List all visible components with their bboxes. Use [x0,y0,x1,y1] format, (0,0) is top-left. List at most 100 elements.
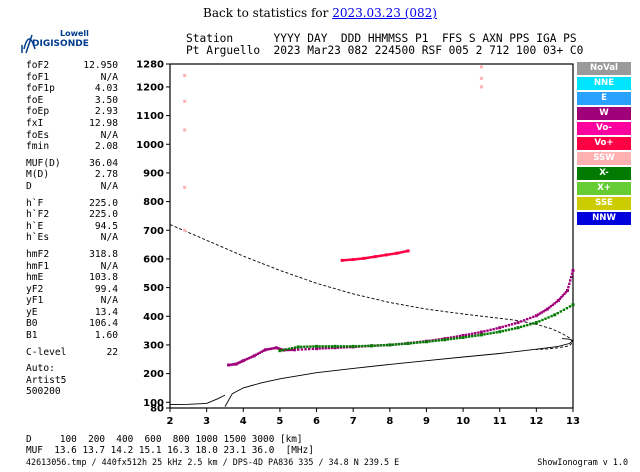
x-tick-label: 9 [423,416,430,427]
echo-point [403,342,407,345]
param-row: foF1 N/A [26,72,118,84]
param-value: N/A [100,260,118,272]
echo-point [284,348,288,351]
echo-point [345,345,349,348]
echo-point [183,73,187,77]
echo-point [245,357,249,361]
echo-point [464,333,468,337]
echo-point [293,348,297,352]
echo-point [348,258,351,261]
echo-point [477,334,480,337]
param-row: foEp 2.93 [26,106,118,118]
echo-point [249,356,252,359]
station-header: Station YYYY DAY DDD HHMMSS P1 FFS S AXN… [186,33,583,57]
param-label: h`F [26,197,44,209]
echo-point [549,305,553,308]
echo-point [538,312,542,315]
param-row: B0 106.4 [26,318,118,330]
echo-point [568,282,571,285]
param-value: 99.4 [94,283,118,295]
echo-point [461,333,465,337]
back-to-statistics-link[interactable]: Back to statistics for 2023.03.23 (082) [0,6,640,20]
echo-point [227,363,231,367]
echo-point [238,361,241,364]
echo-point [452,335,456,339]
echo-point [384,253,388,257]
polarization-legend: NoVal NNE E W Vo- Vo+ SSW X- X+ SSE NNW [577,62,631,227]
echo-point [340,258,344,262]
echo-point [256,352,260,356]
echo-point [486,329,489,332]
param-row: foF1p 4.03 [26,83,118,95]
param-label: C-level [26,346,67,358]
param-label: B0 [26,318,38,330]
curve-line [169,224,574,350]
echo-point [479,76,483,80]
echo-point [471,332,474,335]
param-value: 36.04 [89,157,118,169]
echo-point [262,349,265,353]
echo-point [471,334,474,338]
echo-point [300,345,303,349]
legend-item-nne: NNE [577,77,631,90]
echo-point [395,251,399,255]
y-tick-label: 400 [143,312,164,323]
curve-line [224,338,574,407]
echo-point [434,339,437,342]
echo-point [551,303,555,306]
echo-point [529,316,532,320]
param-label: hmE [26,272,44,284]
param-label: foF2 [26,60,50,71]
y-tick-label: 800 [143,197,164,208]
echo-point [558,297,562,301]
x-tick-label: 10 [456,416,470,427]
x-axis: 2 3 4 5 6 7 8 9 10 11 12 13 [167,408,580,427]
echo-point [241,359,245,363]
param-value: 94.5 [94,220,118,232]
echo-point [486,332,489,336]
param-label: h`E [26,220,44,232]
software-version: ShowIonogram v 1.0 [537,457,628,467]
echo-point [492,331,495,334]
echo-point [300,348,304,351]
x-tick-label: 2 [167,416,174,427]
back-link-date[interactable]: 2023.03.23 (082) [332,6,437,20]
echo-point [373,344,376,347]
x-tick-label: 11 [493,416,507,427]
file-info: 42613056.tmp / 440fx512h 25 kHz 2.5 km /… [26,457,400,467]
x-tick-label: 8 [386,416,393,427]
echo-point [287,347,291,351]
param-value: 2.78 [94,169,118,181]
echo-point [324,347,327,350]
echo-point [449,337,453,341]
param-label: foEp [26,106,50,118]
param-value: 2.08 [94,141,118,153]
echo-point [267,347,271,351]
param-value: 1.60 [94,330,118,342]
echo-point [479,333,483,337]
legend-item-nnw: NNW [577,212,631,225]
echo-point [564,290,568,294]
param-value: 3.50 [94,94,118,106]
param-value: N/A [100,180,118,192]
echo-point [251,355,254,358]
echo-point [183,99,187,103]
echo-point [422,340,425,344]
echo-point [382,344,385,347]
echo-point [498,326,502,330]
param-label: foEs [26,129,50,141]
echo-point [373,255,377,259]
echo-point [474,331,477,335]
echo-point [569,279,572,282]
echo-point [566,288,570,292]
param-value: N/A [100,129,118,141]
echo-point [501,325,504,329]
y-tick-label: 1280 [136,60,164,71]
echo-point [311,347,315,351]
echo-point [308,347,311,351]
echo-point [303,345,306,348]
echo-point [269,347,272,351]
echo-point [467,333,471,336]
echo-point [379,344,382,347]
echo-point [330,345,334,348]
